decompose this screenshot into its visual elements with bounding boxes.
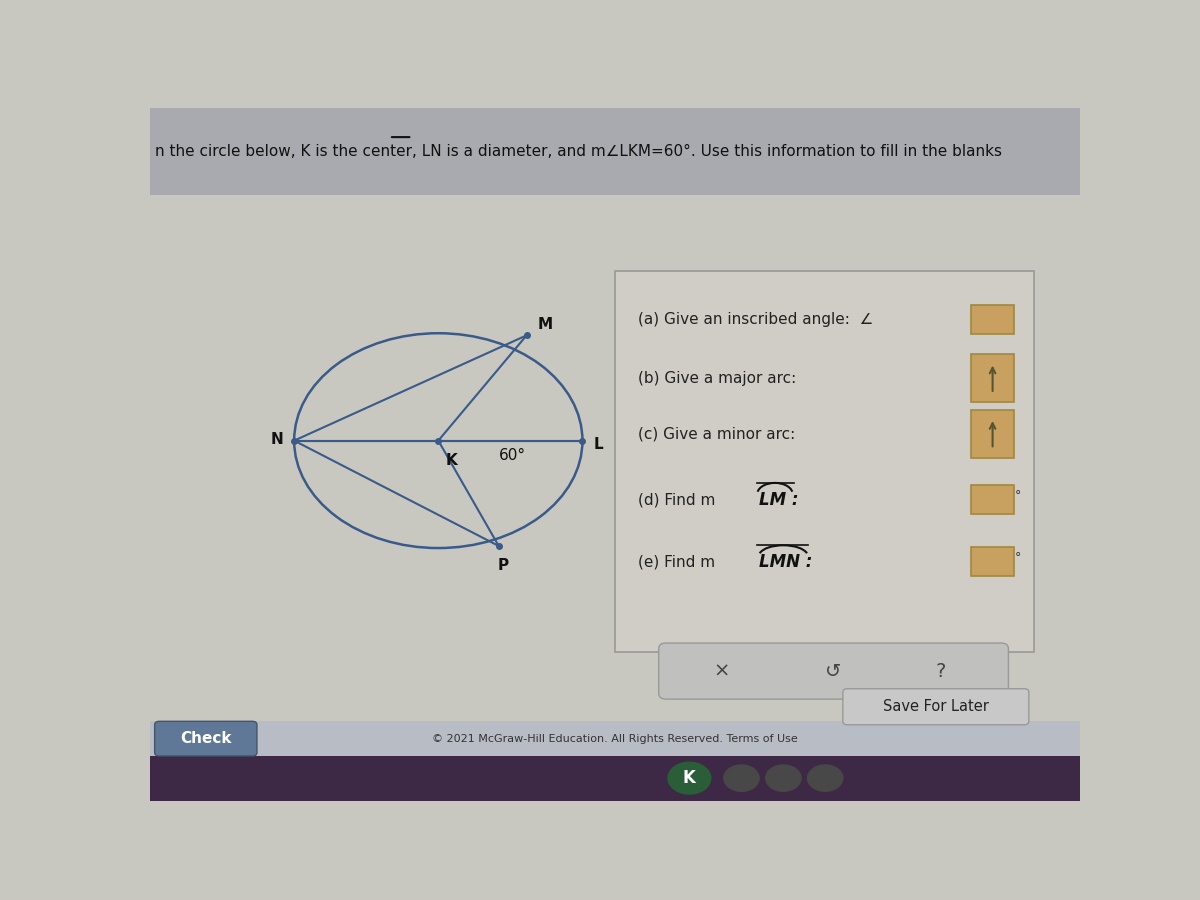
Text: ×: × (714, 662, 730, 680)
FancyBboxPatch shape (616, 271, 1033, 652)
Circle shape (724, 765, 760, 791)
Circle shape (808, 765, 842, 791)
Text: 60°: 60° (499, 448, 526, 464)
Text: n the circle below, K is the center, LN is a diameter, and m∠LKM=60°. Use this i: n the circle below, K is the center, LN … (155, 144, 1002, 159)
Text: °: ° (1015, 490, 1021, 502)
FancyBboxPatch shape (155, 721, 257, 756)
Text: Check: Check (180, 731, 232, 746)
FancyBboxPatch shape (971, 305, 1014, 334)
Text: °: ° (1015, 552, 1021, 564)
Text: M: M (538, 317, 553, 332)
Text: © 2021 McGraw-Hill Education. All Rights Reserved. Terms of Use: © 2021 McGraw-Hill Education. All Rights… (432, 734, 798, 743)
Text: LM :: LM : (760, 491, 799, 508)
Text: N: N (270, 432, 283, 446)
Text: K: K (445, 453, 457, 468)
FancyBboxPatch shape (659, 643, 1008, 699)
Text: (a) Give an inscribed angle:  ∠: (a) Give an inscribed angle: ∠ (638, 312, 874, 327)
Text: (e) Find m: (e) Find m (638, 554, 715, 570)
Text: L: L (594, 436, 604, 452)
Text: Save For Later: Save For Later (883, 699, 989, 715)
Circle shape (766, 765, 802, 791)
FancyBboxPatch shape (150, 756, 1080, 801)
Text: (b) Give a major arc:: (b) Give a major arc: (638, 371, 797, 386)
Text: ?: ? (935, 662, 946, 680)
Text: K: K (683, 770, 696, 788)
Text: (d) Find m: (d) Find m (638, 492, 715, 507)
Circle shape (668, 762, 710, 794)
FancyBboxPatch shape (971, 410, 1014, 457)
FancyBboxPatch shape (150, 721, 1080, 756)
Text: ↺: ↺ (826, 662, 841, 680)
FancyBboxPatch shape (150, 108, 1080, 194)
FancyBboxPatch shape (971, 485, 1014, 514)
FancyBboxPatch shape (971, 355, 1014, 402)
Text: LMN :: LMN : (760, 553, 812, 571)
FancyBboxPatch shape (971, 547, 1014, 577)
FancyBboxPatch shape (842, 688, 1028, 724)
Text: (c) Give a minor arc:: (c) Give a minor arc: (638, 427, 796, 441)
Text: P: P (498, 558, 509, 573)
